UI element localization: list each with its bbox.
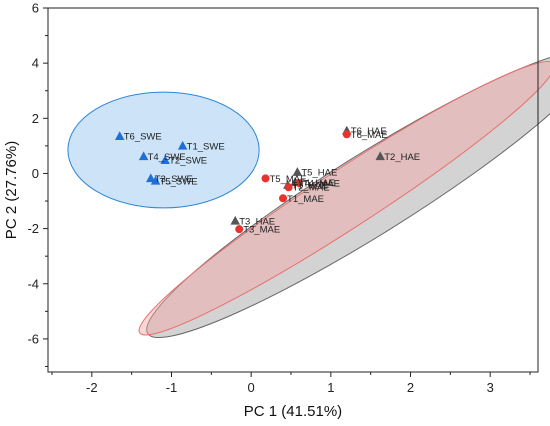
x-tick-label: -1 (166, 380, 178, 395)
x-tick-label: 2 (407, 380, 414, 395)
y-tick-label: 4 (32, 56, 39, 71)
x-tick-label: -2 (86, 380, 98, 395)
x-tick-label: 1 (327, 380, 334, 395)
label-t1_mae: T1_MAE (287, 194, 324, 205)
point-t6_swe (114, 131, 125, 140)
label-t6_mae: T6_MAE (351, 130, 388, 141)
x-axis-ticks: -2 -1 0 1 2 3 (51, 372, 531, 395)
confidence-ellipses (67, 50, 550, 339)
x-tick-label: 3 (487, 380, 494, 395)
point-t5_hae (292, 167, 303, 176)
y-axis-ticks: 6 4 2 0 -2 -4 -6 (27, 1, 48, 367)
point-t5_swe (150, 175, 161, 185)
y-tick-label: 2 (32, 111, 39, 126)
point-t4_mae (294, 179, 303, 188)
point-t2_swe (160, 155, 170, 164)
point-t1_swe (177, 140, 188, 150)
y-axis-title: PC 2 (27.76%) (3, 141, 20, 239)
label-t6_swe: T6_SWE (124, 132, 162, 143)
x-tick-label: 0 (248, 380, 255, 395)
label-t3_mae: T3_MAE (243, 225, 280, 236)
point-t3_mae (235, 225, 244, 234)
label-t3_hae: T3_HAE (239, 216, 275, 227)
point-t3_hae (230, 215, 240, 225)
label-t2_swe: T2_SWE (169, 156, 207, 167)
x-axis-title: PC 1 (41.51%) (244, 403, 342, 420)
point-t1_mae (279, 194, 288, 203)
label-t2_mae: T2_MAE (293, 183, 330, 194)
label-t3_swe: T3_SWE (155, 174, 193, 185)
y-tick-label: -2 (27, 221, 39, 236)
point-t4_swe (138, 151, 149, 161)
label-t1_swe: T1_SWE (187, 141, 225, 152)
point-t2_hae (375, 151, 385, 161)
ellipse-hae (146, 50, 550, 339)
label-t1_hae: T1_HAE (292, 181, 328, 192)
point-t3_swe (146, 173, 156, 183)
label-t5_swe: T5_SWE (160, 176, 198, 187)
data-points (114, 125, 385, 234)
plot-frame (47, 7, 539, 373)
y-tick-label: -4 (27, 276, 39, 291)
label-t4_hae: T4_HAE (299, 178, 335, 189)
label-t5_hae: T5_HAE (301, 168, 337, 179)
label-t5_mae: T5_MAE (270, 174, 307, 185)
ellipse-mae (138, 61, 550, 336)
label-t4_swe: T4_SWE (148, 152, 186, 163)
point-t6_mae (342, 130, 351, 139)
y-tick-label: 6 (32, 1, 39, 16)
label-t4_mae: T4_MAE (303, 179, 340, 190)
label-t2_hae: T2_HAE (384, 152, 420, 163)
y-tick-label: -6 (27, 331, 39, 346)
y-tick-label: 0 (32, 166, 39, 181)
ellipse-swe (67, 91, 260, 209)
point-t5_mae (261, 174, 270, 183)
point-t2_mae (284, 183, 293, 192)
label-t6_hae: T6_HAE (351, 126, 387, 137)
